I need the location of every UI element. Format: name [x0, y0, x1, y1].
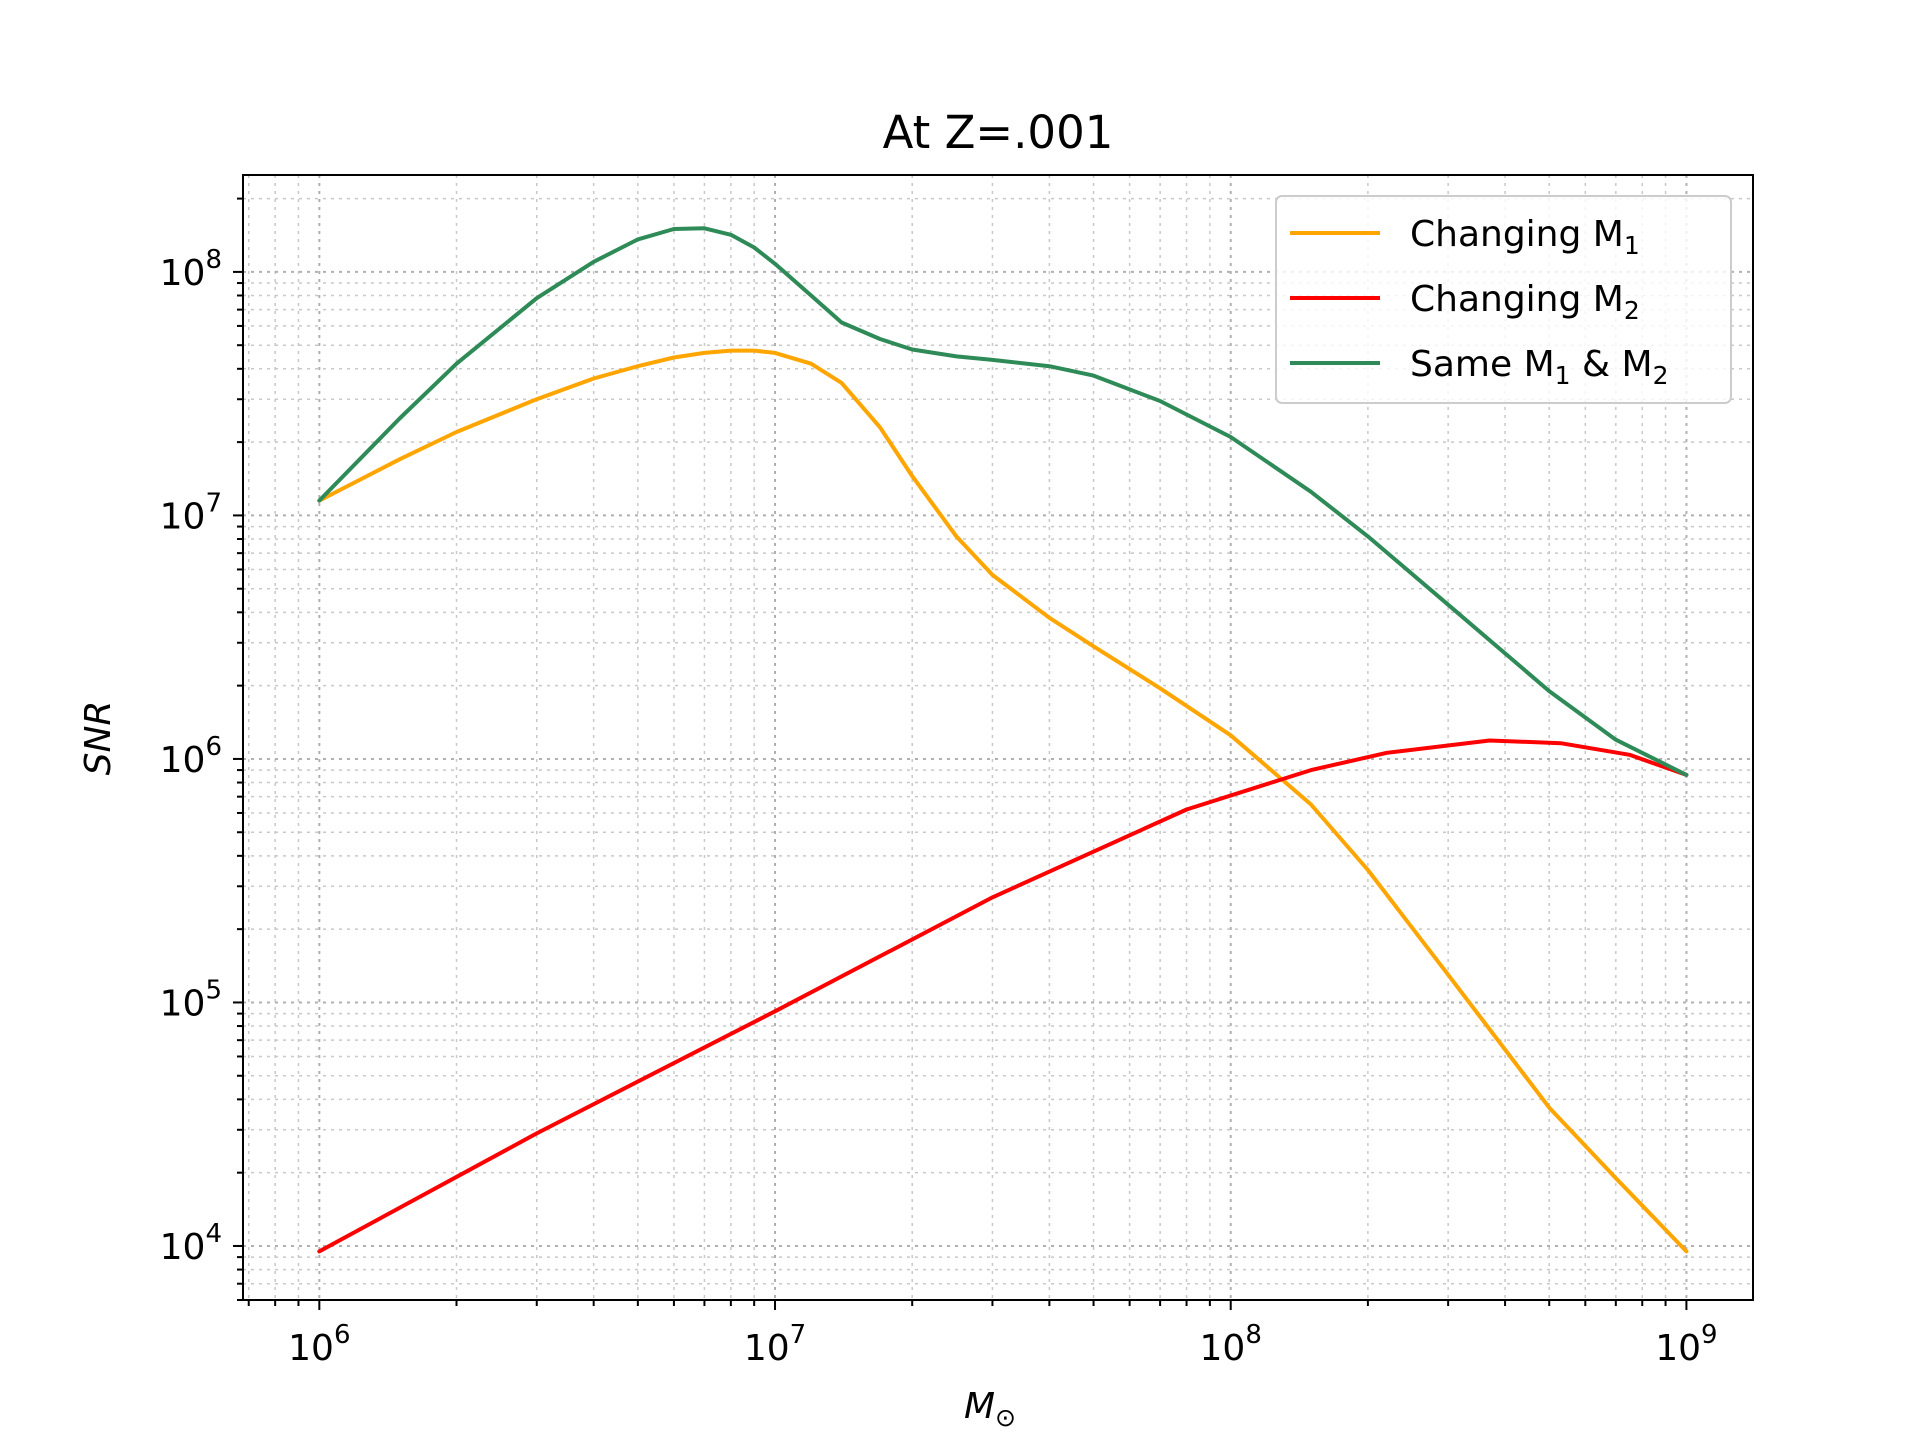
axis-ticks: 106 107 108 109 104 105 106 107 108 [160, 197, 1718, 1369]
y-tick-label: 108 [160, 245, 222, 294]
legend-box [1275, 195, 1732, 404]
chart-title: At Z=.001 [883, 106, 1114, 159]
x-tick-label: 106 [288, 1320, 350, 1369]
x-axis-label: M⊙ [964, 1386, 1016, 1432]
legend-label-m1: Changing M1 [1410, 214, 1640, 260]
y-axis-label: SNR [78, 701, 119, 776]
plot-frame [242, 174, 1754, 1301]
legend: Changing M1 Changing M2 Same M1 & M2 [1275, 195, 1732, 404]
y-tick-label: 104 [160, 1219, 222, 1268]
legend-label-m2: Changing M2 [1410, 279, 1640, 325]
series-line-changing-m2 [317, 738, 1689, 1254]
y-tick-label: 106 [160, 732, 222, 781]
x-tick-label: 109 [1655, 1320, 1717, 1369]
legend-label-same: Same M1 & M2 [1410, 344, 1668, 390]
series-line-changing-m1 [317, 348, 1689, 1254]
series-line-same-m1-m2 [317, 226, 1689, 777]
y-tick-label: 107 [160, 488, 222, 537]
series-group [317, 226, 1689, 1254]
x-tick-label: 107 [744, 1320, 806, 1369]
y-tick-label: 105 [160, 975, 222, 1024]
x-tick-label: 108 [1200, 1320, 1262, 1369]
